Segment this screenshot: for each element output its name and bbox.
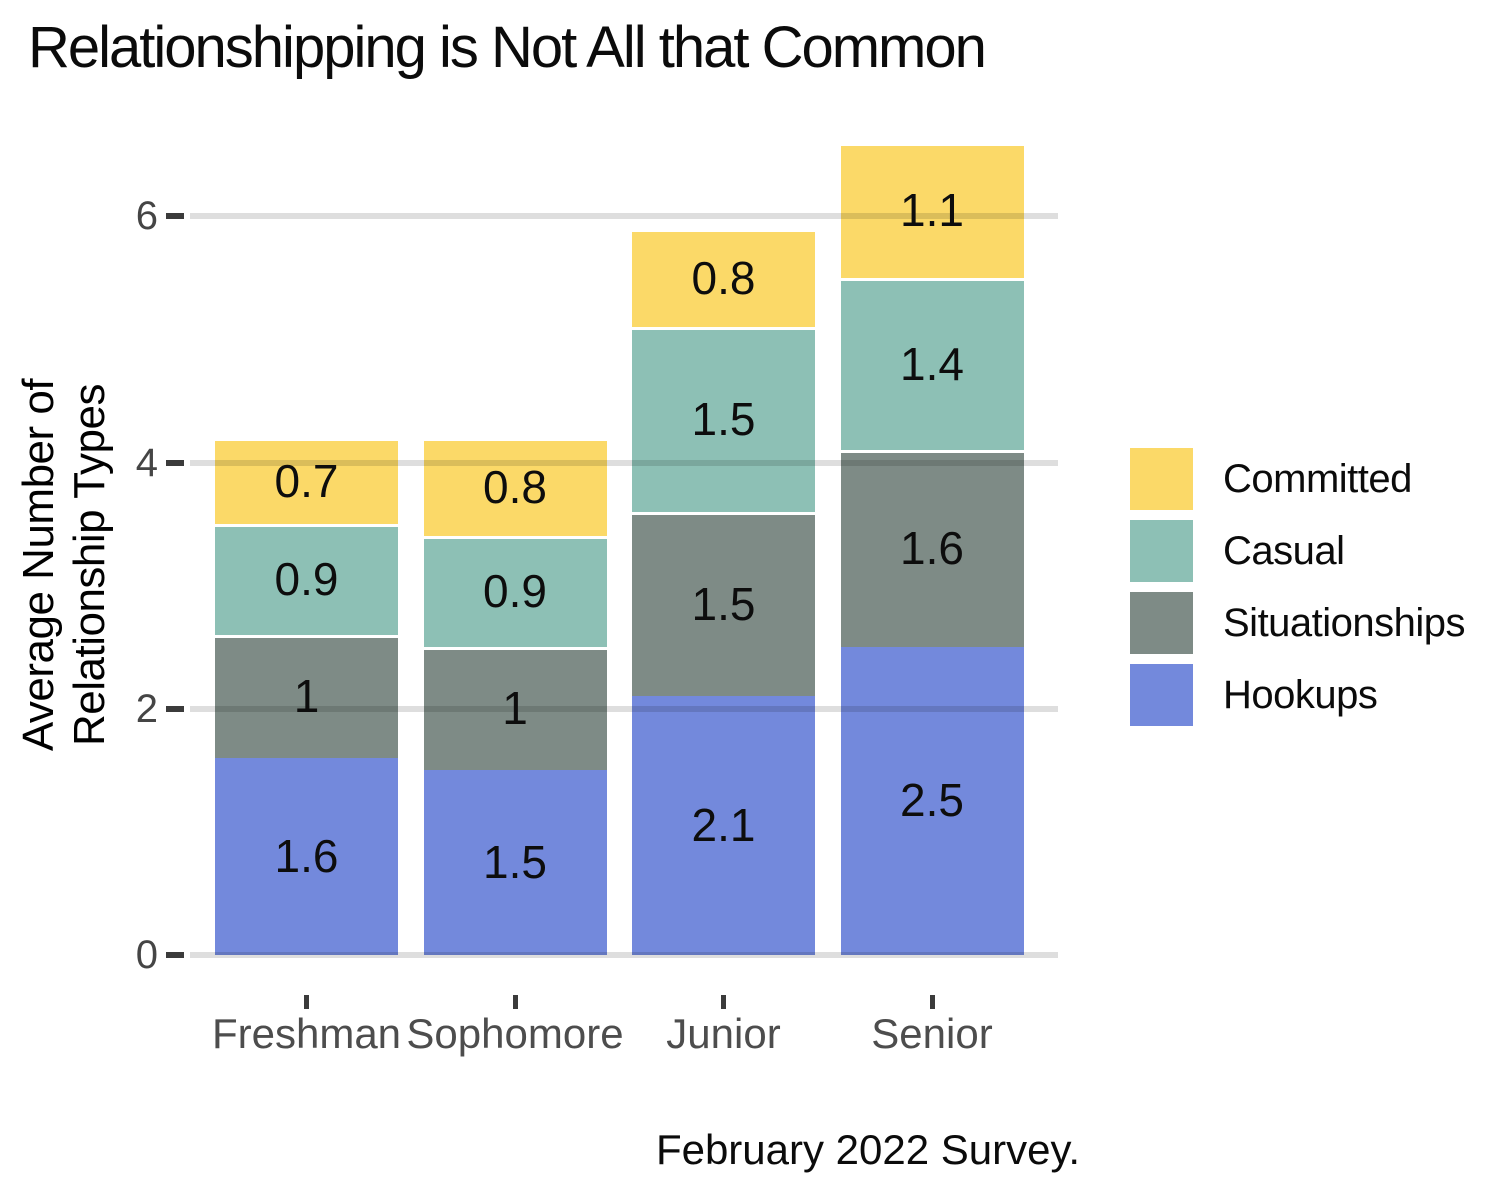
bar-segment-senior-hookups <box>840 647 1024 955</box>
bar-segment-junior-situationships <box>632 511 815 697</box>
bar-segment-junior-committed <box>632 228 815 328</box>
legend-label-situationships: Situationships <box>1223 600 1466 645</box>
bar-value-label-freshman-hookups: 1.6 <box>274 830 339 883</box>
x-axis-label-senior: Senior <box>871 1010 993 1057</box>
bar-value-label-freshman-situationships: 1 <box>293 669 320 722</box>
bar-value-label-senior-casual: 1.4 <box>900 337 964 390</box>
bar-segment-senior-situationships <box>840 450 1024 648</box>
bar-segment-sophomore-situationships <box>423 647 607 771</box>
gridline-y6 <box>190 213 1058 220</box>
bar-value-label-junior-hookups: 2.1 <box>691 799 756 852</box>
bar-value-label-senior-committed: 1.1 <box>900 183 964 236</box>
legend-swatch-casual <box>1130 520 1193 582</box>
y-axis-tick-0 <box>166 952 184 958</box>
gridline-y0 <box>190 952 1058 958</box>
bar-value-label-sophomore-committed: 0.8 <box>483 460 547 513</box>
x-axis-tick-sophomore <box>512 995 518 1009</box>
bar-segment-freshman-situationships <box>215 634 398 759</box>
legend-item-casual: Casual <box>1130 520 1345 582</box>
y-axis-label-4: 4 <box>135 440 158 485</box>
chart-caption: February 2022 Survey. <box>655 1126 1081 1173</box>
legend-item-hookups: Hookups <box>1130 664 1378 726</box>
legend-item-situationships: Situationships <box>1130 592 1466 654</box>
bar-segment-junior-casual <box>632 327 815 512</box>
y-axis-title-line-2: Relationship Types <box>65 384 115 746</box>
x-axis-tick-senior <box>929 995 935 1009</box>
y-axis-label-2: 2 <box>135 686 158 731</box>
y-axis-title: Average Number of Relationship Types <box>13 115 117 1015</box>
bar-segment-junior-hookups <box>632 696 815 955</box>
legend-label-committed: Committed <box>1223 456 1412 501</box>
x-axis-tick-junior <box>721 995 726 1009</box>
bar-segment-senior-committed <box>840 142 1024 278</box>
bar-segment-senior-casual <box>840 277 1024 451</box>
bar-value-label-sophomore-casual: 0.9 <box>483 565 547 618</box>
bar-value-label-junior-situationships: 1.5 <box>691 577 756 630</box>
bar-value-label-senior-hookups: 2.5 <box>900 774 964 827</box>
x-axis-label-junior: Junior <box>666 1010 781 1057</box>
bar-value-label-senior-situationships: 1.6 <box>900 522 964 575</box>
chart-title: Relationshipping is Not All that Common <box>28 15 987 80</box>
bar-segment-sophomore-casual <box>423 536 607 648</box>
legend-label-casual: Casual <box>1223 528 1345 573</box>
legend-swatch-committed <box>1130 448 1193 510</box>
y-axis-tick-2 <box>166 705 184 712</box>
legend-label-hookups: Hookups <box>1223 672 1378 717</box>
bar-segment-freshman-committed <box>215 437 398 525</box>
bar-value-label-junior-casual: 1.5 <box>691 393 756 446</box>
legend-item-committed: Committed <box>1130 448 1412 510</box>
gridline-y4 <box>190 459 1058 466</box>
x-axis-label-sophomore: Sophomore <box>406 1010 624 1057</box>
bar-value-label-freshman-casual: 0.9 <box>274 553 339 606</box>
bar-segment-freshman-casual <box>215 524 398 635</box>
bar-value-label-sophomore-hookups: 1.5 <box>483 836 547 889</box>
bar-value-label-junior-committed: 0.8 <box>691 251 756 304</box>
legend-swatch-hookups <box>1130 664 1193 726</box>
y-axis-tick-6 <box>166 213 184 220</box>
y-axis-title-line-1: Average Number of <box>14 378 63 752</box>
y-axis-label-0: 0 <box>135 933 158 977</box>
bar-segment-sophomore-hookups <box>423 770 607 955</box>
x-axis-label-freshman: Freshman <box>211 1010 402 1057</box>
bar-segment-sophomore-committed <box>423 437 607 537</box>
gridline-y2 <box>190 705 1058 712</box>
bar-value-label-sophomore-situationships: 1 <box>502 682 528 735</box>
y-axis-label-6: 6 <box>135 194 158 239</box>
x-axis-tick-freshman <box>304 995 309 1009</box>
bar-value-label-freshman-committed: 0.7 <box>274 454 339 507</box>
legend-swatch-situationships <box>1130 592 1193 654</box>
y-axis-tick-4 <box>166 459 184 466</box>
bar-segment-freshman-hookups <box>215 758 398 955</box>
